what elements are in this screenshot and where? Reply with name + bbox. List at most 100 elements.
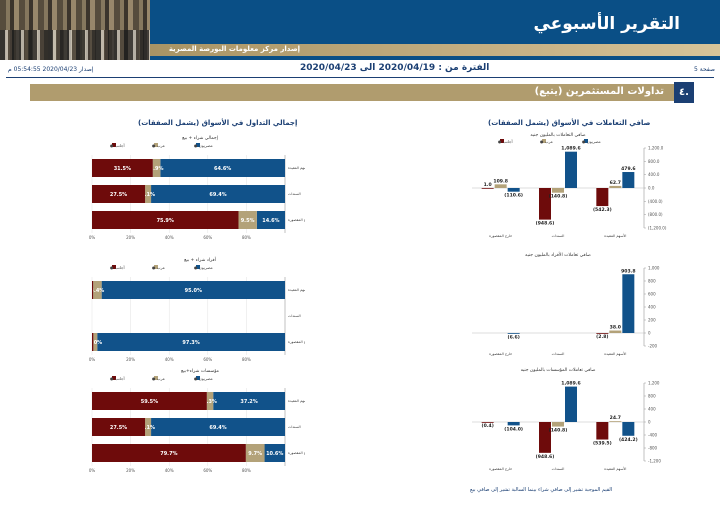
bar-segment xyxy=(264,444,285,462)
category-label: السندات xyxy=(552,352,565,356)
bar-value-label: (104.0) xyxy=(504,426,523,432)
category-label: السندات xyxy=(288,425,301,429)
category-label: خارج المقصورة xyxy=(489,352,512,356)
legend-label: عرب ● xyxy=(152,376,165,381)
bar-value-label: (140.8) xyxy=(549,194,568,200)
report-title: التقرير الأسبوعي xyxy=(533,14,680,34)
bar-value-label: 59.5% xyxy=(141,399,158,405)
bar xyxy=(507,422,520,426)
legend-label: مصريون ● xyxy=(194,143,213,148)
bar xyxy=(622,422,635,436)
y-tick-label: 400 xyxy=(648,407,656,412)
category-label: السندات xyxy=(552,234,565,238)
bar-value-label: (6.6) xyxy=(507,334,519,340)
x-tick-label: 40% xyxy=(165,357,174,362)
bar-value-label: 27.5% xyxy=(110,192,127,198)
y-tick-label: 0 xyxy=(648,420,651,425)
bar-value-label: 69.4% xyxy=(209,425,226,431)
report-period: الفترة من : 2020/04/19 الى 2020/04/23 xyxy=(300,63,490,73)
category-label: السندات xyxy=(552,467,565,471)
x-tick-label: 20% xyxy=(126,235,135,240)
x-tick-label: 60% xyxy=(203,235,212,240)
category-label: الأسهم المقيدة xyxy=(288,398,305,403)
bar-value-label: 3.1% xyxy=(141,425,155,431)
bar-value-label: 27.5% xyxy=(110,425,127,431)
y-tick-label: (400.0) xyxy=(648,199,663,204)
bar xyxy=(565,386,577,422)
bar xyxy=(539,188,551,220)
bar-segment xyxy=(256,211,285,229)
bar xyxy=(507,333,520,334)
bar-value-label: 38.0 xyxy=(610,325,621,331)
bar-segment xyxy=(92,418,146,436)
bar-value-label: (140.8) xyxy=(549,428,568,434)
y-tick-label: -200 xyxy=(648,344,658,349)
header-gold-band xyxy=(150,44,720,56)
bar-value-label: 479.6 xyxy=(621,166,636,172)
legend-swatch xyxy=(196,143,200,147)
x-tick-label: 20% xyxy=(126,357,135,362)
bar-segment xyxy=(160,159,285,177)
section-number: ٤. xyxy=(674,82,694,103)
bar-value-label: 3.3% xyxy=(203,399,217,405)
legend-label: عرب ● xyxy=(152,143,165,148)
bar-value-label: (539.5) xyxy=(593,441,612,447)
y-tick-label: 400 xyxy=(648,305,656,310)
legend-swatch xyxy=(154,265,158,269)
legend-swatch xyxy=(196,265,200,269)
bar-segment xyxy=(97,333,285,351)
bar-value-label: 903.8 xyxy=(621,268,636,274)
bar-value-label: 31.5% xyxy=(114,166,131,172)
bar-segment xyxy=(213,392,285,410)
bar-segment xyxy=(152,159,161,177)
section-bar xyxy=(30,84,678,101)
x-tick-label: 60% xyxy=(203,468,212,473)
bar xyxy=(596,333,609,334)
legend-label: عرب ● xyxy=(152,265,165,270)
category-label: الأسهم المقيدة xyxy=(288,287,305,292)
y-tick-label: 200 xyxy=(648,318,656,323)
x-tick-label: 80% xyxy=(242,235,251,240)
y-tick-label: 1,200 xyxy=(648,381,660,386)
legend-swatch xyxy=(112,376,116,380)
category-label: الأسهم المقيدة xyxy=(604,351,626,356)
bar-value-label: 10.6% xyxy=(266,451,283,457)
y-tick-label: 400.0 xyxy=(648,172,660,177)
y-tick-label: 0 xyxy=(648,331,651,336)
x-tick-label: 80% xyxy=(242,357,251,362)
bar-value-label: 1,089.6 xyxy=(561,146,580,152)
bar xyxy=(494,184,507,188)
issuer-label: إصدار مركز معلومات البورصة المصرية xyxy=(168,45,300,53)
bar xyxy=(539,422,551,453)
bar-segment xyxy=(245,444,265,462)
y-tick-label: -800 xyxy=(648,446,658,451)
chart-title: صافي تعاملات المؤسسات بالمليون جنيه xyxy=(521,368,596,373)
bar xyxy=(609,330,622,333)
bar-value-label: 1.0 xyxy=(484,182,492,188)
chart-title: صافي التعاملات بالمليون جنيه xyxy=(530,133,585,138)
y-tick-label: -1,200 xyxy=(648,459,661,464)
x-tick-label: 40% xyxy=(165,468,174,473)
bar-value-label: 2.0% xyxy=(88,340,102,346)
y-tick-label: (800.0) xyxy=(648,212,663,217)
section-title: تداولات المستثمرين (يتبع) xyxy=(534,86,664,97)
y-tick-label: 800 xyxy=(648,279,656,284)
right-column-title: صافي التعاملات في الأسواق (يشمل الصفقات) xyxy=(488,119,651,127)
chart-title: إجمالي شراء + بيع xyxy=(182,135,218,141)
y-tick-label: 1,200.0 xyxy=(648,146,664,151)
y-tick-label: -400 xyxy=(648,433,658,438)
trading-floor-photo xyxy=(0,0,150,60)
legend-swatch xyxy=(112,143,116,147)
bar xyxy=(596,188,609,207)
y-tick-label: (1,200.0) xyxy=(648,226,667,231)
bar-value-label: (2.8) xyxy=(596,334,608,340)
legend-label: مصريون ● xyxy=(582,139,601,144)
bar-value-label: 97.3% xyxy=(182,340,199,346)
page-number: صفحة 5 xyxy=(694,66,715,73)
bar xyxy=(609,421,622,422)
bar-value-label: 79.7% xyxy=(160,451,177,457)
bar-value-label: (0.4) xyxy=(481,423,493,429)
legend-label: أجانب ● xyxy=(110,143,125,148)
bar-segment xyxy=(101,281,286,299)
